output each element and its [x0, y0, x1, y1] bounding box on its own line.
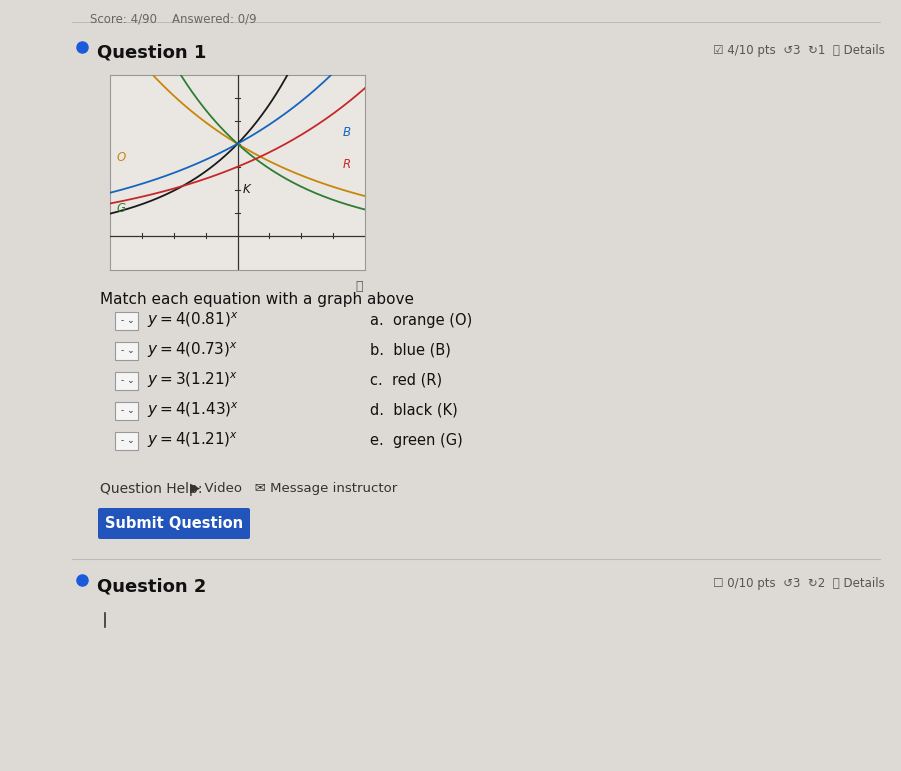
Text: O: O — [116, 151, 125, 164]
Text: Match each equation with a graph above: Match each equation with a graph above — [100, 292, 414, 307]
FancyBboxPatch shape — [114, 402, 138, 419]
Text: - ⌄: - ⌄ — [121, 316, 134, 325]
Text: c.  red (R): c. red (R) — [370, 372, 442, 388]
FancyBboxPatch shape — [114, 342, 138, 359]
Text: B: B — [342, 126, 350, 139]
Text: $y = 4(0.81)^{x}$: $y = 4(0.81)^{x}$ — [147, 310, 239, 330]
Text: ▶ Video   ✉ Message instructor: ▶ Video ✉ Message instructor — [190, 482, 397, 495]
Text: - ⌄: - ⌄ — [121, 376, 134, 385]
Text: $y = 4(1.43)^{x}$: $y = 4(1.43)^{x}$ — [147, 400, 239, 419]
Text: $y = 3(1.21)^{x}$: $y = 3(1.21)^{x}$ — [147, 370, 239, 390]
Text: 🔍: 🔍 — [356, 280, 363, 293]
FancyBboxPatch shape — [114, 432, 138, 449]
Text: Question Help:: Question Help: — [100, 482, 203, 496]
FancyBboxPatch shape — [114, 372, 138, 389]
Text: ☑ 4/10 pts  ↺3  ↻1  ⓘ Details: ☑ 4/10 pts ↺3 ↻1 ⓘ Details — [713, 44, 885, 57]
Text: K: K — [242, 183, 250, 196]
Text: $y = 4(1.21)^{x}$: $y = 4(1.21)^{x}$ — [147, 430, 239, 449]
Text: d.  black (K): d. black (K) — [370, 402, 458, 418]
Text: Question 1: Question 1 — [97, 44, 206, 62]
Text: - ⌄: - ⌄ — [121, 346, 134, 355]
Text: ☐ 0/10 pts  ↺3  ↻2  ⓘ Details: ☐ 0/10 pts ↺3 ↻2 ⓘ Details — [714, 577, 885, 590]
Text: e.  green (G): e. green (G) — [370, 433, 463, 447]
Text: Question 2: Question 2 — [97, 577, 206, 595]
Text: a.  orange (O): a. orange (O) — [370, 312, 472, 328]
Text: $y = 4(0.73)^{x}$: $y = 4(0.73)^{x}$ — [147, 340, 238, 360]
FancyBboxPatch shape — [98, 508, 250, 539]
FancyBboxPatch shape — [114, 311, 138, 329]
Text: b.  blue (B): b. blue (B) — [370, 342, 450, 358]
Text: R: R — [342, 158, 350, 171]
Text: Submit Question: Submit Question — [105, 516, 243, 531]
Text: Score: 4/90    Answered: 0/9: Score: 4/90 Answered: 0/9 — [90, 12, 257, 25]
Text: G: G — [116, 201, 125, 214]
Text: - ⌄: - ⌄ — [121, 406, 134, 415]
Text: - ⌄: - ⌄ — [121, 436, 134, 445]
